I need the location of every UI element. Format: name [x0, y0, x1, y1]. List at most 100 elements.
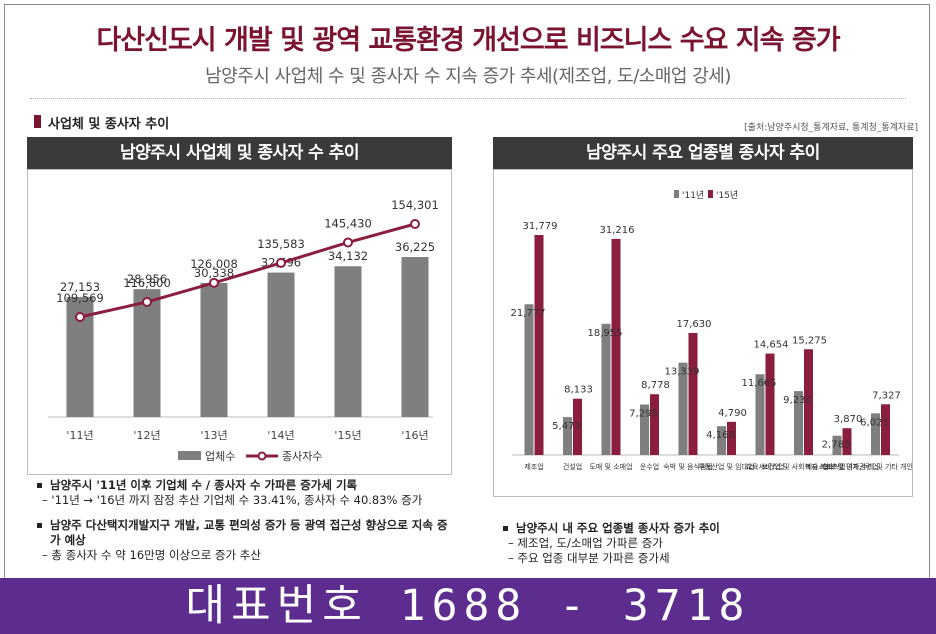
bar-value-label: 34,132	[328, 249, 368, 263]
bar-value-label-2015: 3,870	[834, 414, 863, 425]
line-point	[343, 237, 353, 248]
bar-value-label-2015: 4,790	[718, 408, 747, 419]
bar-value-label-2011: 11,665	[742, 378, 777, 389]
line-point	[209, 277, 219, 288]
bullet-main: 남양주시 내 주요 업종별 종사자 증가 추이	[502, 521, 912, 536]
bar-2015	[573, 398, 582, 455]
legend-label: '15년	[716, 190, 738, 201]
line-point	[75, 312, 85, 322]
x-tick-label: '15년	[334, 429, 361, 442]
line-point	[276, 257, 286, 268]
bar-value-label-2015: 8,778	[641, 380, 670, 391]
bar-value-label-2015: 31,779	[523, 221, 558, 232]
bar-value-label-2015: 14,654	[754, 340, 789, 351]
bar-value-label-2011: 2,783	[822, 440, 851, 451]
bar-value-label: 27,153	[60, 280, 100, 294]
legend-label: 종사자수	[282, 450, 322, 463]
x-tick-label: '13년	[200, 429, 227, 442]
bar-value-label-2015: 8,133	[564, 385, 593, 396]
bullet-sub: – 주요 업종 대부분 가파른 증가세	[508, 551, 670, 565]
phone-banner: 대표번호 1688 - 3718	[0, 578, 936, 634]
left-panel-heading: 남양주시 사업체 및 종사자 수 추이	[27, 137, 452, 169]
legend-marker	[257, 451, 267, 461]
x-tick-label: 부동산업 및 임대업	[699, 462, 755, 471]
bar-value-label-2011: 5,473	[552, 421, 581, 432]
bar-value-label-2011: 6,021	[860, 417, 889, 428]
line-point	[142, 296, 152, 307]
bar-value-label-2015: 15,275	[792, 335, 827, 346]
bar-value-label: 28,956	[127, 272, 167, 286]
x-tick-label: '14년	[267, 429, 294, 442]
right-panel-heading: 남양주시 주요 업종별 종사자 추이	[493, 137, 913, 169]
bullet-sub: – 제조업, 도/소매업 가파른 증가	[508, 536, 663, 550]
left-panel: 27,153'11년28,956'12년30,338'13년32,696'14년…	[27, 169, 452, 475]
bar-value-label-2011: 18,955	[588, 328, 623, 339]
bar-businesses	[133, 289, 161, 417]
right-bullets: 남양주시 내 주요 업종별 종사자 증가 추이 – 제조업, 도/소매업 가파른 …	[502, 521, 912, 566]
x-tick-label: 운수업	[640, 463, 659, 471]
bullet-sub: – '11년 → '16년 까지 잠정 추산 기업체 수 33.41%, 종사자…	[42, 493, 423, 507]
legend-swatch-businesses	[178, 451, 201, 460]
page-title: 다산신도시 개발 및 광역 교통환경 개선으로 비즈니스 수요 지속 증가	[96, 25, 840, 56]
bar-value-label-2015: 17,630	[677, 319, 712, 330]
line-value-label: 116,800	[123, 276, 171, 290]
line-value-label: 135,583	[257, 237, 305, 251]
line-value-label: 109,569	[56, 291, 104, 305]
source-note: [출처:남양주시청_통계자료, 통계청_통계자료]	[744, 123, 918, 133]
bar-2011	[563, 417, 572, 455]
bar-2011	[640, 404, 649, 455]
right-panel: '11년 '15년 21,777 31,779 제조업 5,473 8,133 건설업 18,9…	[493, 169, 936, 497]
left-bullets: 남양주시 '11년 이후 기업체 수 / 종사자 수 가파른 증가세 기록 – '…	[36, 478, 456, 563]
x-tick-label: 제조업	[524, 463, 543, 471]
bar-value-label: 36,225	[395, 240, 435, 254]
legend-swatch-2011	[674, 190, 679, 198]
page-subtitle: 남양주시 사업체 수 및 종사자 수 지속 증가 추세(제조업, 도/소매업 강…	[205, 66, 731, 87]
x-tick-label: 도매 및 소매업	[589, 463, 632, 471]
legend-label: 업체수	[205, 450, 235, 463]
x-tick-label: 교육서비스업	[746, 462, 785, 471]
bar-2015	[534, 235, 544, 455]
x-tick-label: 건설업	[563, 462, 582, 471]
bar-value-label-2011: 21,777	[511, 308, 546, 319]
bar-2015	[727, 421, 736, 455]
bullet-sub: – 총 종사자 수 약 16만명 이상으로 증가 추산	[42, 548, 261, 562]
bar-2011	[871, 413, 880, 455]
line-value-label: 126,008	[190, 257, 238, 271]
x-tick-label: 협회 및 단체,수리 및 기타 개인서비스업	[822, 462, 912, 471]
bar-2011	[601, 323, 611, 455]
bar-2015	[765, 353, 775, 455]
bar-2015	[650, 394, 659, 455]
line-employees	[79, 222, 416, 319]
bar-2015	[804, 349, 813, 455]
x-tick-label: '11년	[66, 429, 93, 442]
bullet-spacer	[36, 508, 456, 518]
bar-2011	[755, 374, 765, 455]
legend-label: '11년	[682, 190, 704, 201]
line-point	[410, 219, 420, 229]
bar-2015	[842, 428, 852, 455]
bar-2015	[611, 238, 621, 455]
bullet-main: 남양주시 '11년 이후 기업체 수 / 종사자 수 가파른 증가세 기록	[36, 478, 456, 493]
x-tick-label: 숙박 및 음식점업	[663, 462, 713, 471]
bar-businesses	[200, 283, 228, 417]
bar-value-label-2015: 31,216	[600, 225, 635, 236]
bar-businesses	[401, 257, 429, 417]
bar-businesses	[267, 272, 295, 417]
line-value-label: 145,430	[324, 216, 372, 230]
bar-2011	[717, 426, 726, 455]
section-marker-icon	[34, 115, 41, 128]
bar-value-label-2011: 4,168	[706, 430, 735, 441]
bar-2011	[678, 362, 688, 455]
bullet-main: 남양주 다산택지개발지구 개발, 교통 편의성 증가 등 광역 접근성 향상으로…	[36, 518, 456, 548]
industry-employee-chart: '11년 '15년 21,777 31,779 제조업 5,473 8,133 건설업 18,9…	[511, 190, 936, 471]
bar-2011	[794, 391, 803, 455]
bar-2015	[688, 332, 698, 455]
x-tick-label: '12년	[133, 429, 160, 442]
bar-value-label-2011: 9,230	[783, 395, 812, 406]
bar-value-label-2015: 7,327	[872, 390, 901, 401]
x-tick-label: 예술스포츠및 여가관련업	[805, 462, 878, 471]
bar-2015	[881, 404, 890, 455]
business-employee-chart: 27,153'11년28,956'12년30,338'13년32,696'14년…	[48, 198, 439, 463]
section-label: 사업체 및 종사자 추이	[48, 117, 170, 132]
bar-2011	[524, 304, 534, 455]
